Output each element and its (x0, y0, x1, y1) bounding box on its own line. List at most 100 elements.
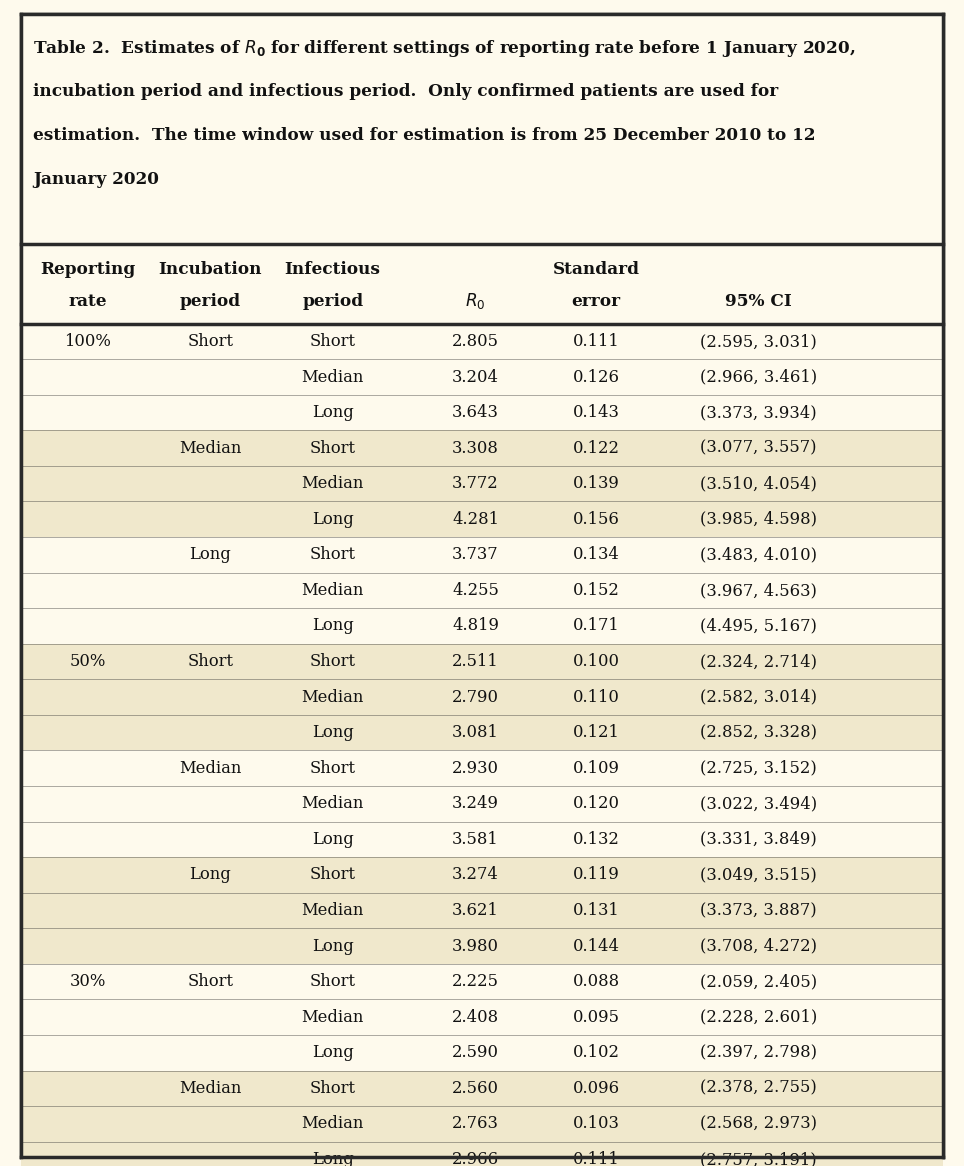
Bar (21, 245, 943, 324)
Bar (21, 644, 943, 680)
Text: Long: Long (311, 1045, 354, 1061)
Text: (3.331, 3.849): (3.331, 3.849) (700, 831, 817, 848)
Bar (21, 928, 943, 964)
Text: Infectious: Infectious (284, 261, 381, 279)
Text: 3.081: 3.081 (452, 724, 499, 742)
Text: 0.143: 0.143 (573, 405, 620, 421)
Bar (21, 324, 943, 359)
Text: Short: Short (187, 333, 233, 350)
Text: Median: Median (302, 902, 363, 919)
Text: 0.088: 0.088 (573, 974, 620, 990)
Bar (21, 466, 943, 501)
Text: 0.111: 0.111 (573, 333, 620, 350)
Text: 0.139: 0.139 (573, 476, 620, 492)
Bar (21, 1070, 943, 1107)
Text: Short: Short (309, 440, 356, 457)
Text: Short: Short (309, 547, 356, 563)
Text: 0.144: 0.144 (573, 937, 620, 955)
Text: rate: rate (68, 293, 107, 310)
Text: 0.111: 0.111 (573, 1151, 620, 1166)
Text: 0.100: 0.100 (573, 653, 620, 670)
Text: (4.495, 5.167): (4.495, 5.167) (700, 618, 817, 634)
Bar (21, 14, 943, 245)
Text: Short: Short (309, 866, 356, 884)
Text: 3.581: 3.581 (452, 831, 499, 848)
Text: 50%: 50% (69, 653, 106, 670)
Text: 2.805: 2.805 (452, 333, 499, 350)
Text: 0.103: 0.103 (573, 1116, 620, 1132)
Text: (3.022, 3.494): (3.022, 3.494) (700, 795, 817, 813)
Text: (3.967, 4.563): (3.967, 4.563) (700, 582, 817, 599)
Bar (21, 1035, 943, 1070)
Text: 100%: 100% (65, 333, 111, 350)
Text: 95% CI: 95% CI (725, 293, 791, 310)
Text: 4.281: 4.281 (452, 511, 499, 528)
Bar (21, 359, 943, 395)
Text: (3.708, 4.272): (3.708, 4.272) (700, 937, 817, 955)
Text: (2.324, 2.714): (2.324, 2.714) (700, 653, 817, 670)
Text: (3.985, 4.598): (3.985, 4.598) (700, 511, 817, 528)
Text: January 2020: January 2020 (33, 171, 159, 188)
Bar (21, 1142, 943, 1166)
Bar (21, 999, 943, 1035)
Text: Median: Median (302, 689, 363, 705)
Text: 0.102: 0.102 (573, 1045, 620, 1061)
Text: Table 2.  Estimates of $\mathbf{\mathit{R}_{0}}$ for different settings of repor: Table 2. Estimates of $\mathbf{\mathit{R… (33, 38, 855, 59)
Text: (2.228, 2.601): (2.228, 2.601) (700, 1009, 817, 1026)
Text: Long: Long (311, 1151, 354, 1166)
Text: Incubation: Incubation (158, 261, 262, 279)
Text: 3.204: 3.204 (452, 368, 499, 386)
Text: Median: Median (179, 760, 241, 777)
Text: Short: Short (309, 974, 356, 990)
Text: 4.255: 4.255 (452, 582, 499, 599)
Text: $R_0$: $R_0$ (466, 292, 486, 311)
Text: estimation.  The time window used for estimation is from 25 December 2010 to 12: estimation. The time window used for est… (33, 127, 816, 143)
Text: Median: Median (302, 1009, 363, 1026)
Text: Long: Long (311, 831, 354, 848)
Text: (2.757, 3.191): (2.757, 3.191) (700, 1151, 817, 1166)
Text: (2.595, 3.031): (2.595, 3.031) (700, 333, 817, 350)
Text: Long: Long (189, 547, 231, 563)
Bar (21, 680, 943, 715)
Text: Short: Short (187, 653, 233, 670)
Text: 2.966: 2.966 (452, 1151, 499, 1166)
Text: Median: Median (302, 476, 363, 492)
Text: Short: Short (309, 333, 356, 350)
Text: 0.095: 0.095 (573, 1009, 620, 1026)
Text: 2.408: 2.408 (452, 1009, 499, 1026)
Text: 2.763: 2.763 (452, 1116, 499, 1132)
Bar (21, 893, 943, 928)
Text: Long: Long (311, 618, 354, 634)
Text: (2.397, 2.798): (2.397, 2.798) (700, 1045, 817, 1061)
Text: (2.582, 3.014): (2.582, 3.014) (700, 689, 817, 705)
Bar (21, 538, 943, 573)
Text: Long: Long (311, 405, 354, 421)
Text: 0.134: 0.134 (573, 547, 620, 563)
Bar (21, 1107, 943, 1142)
Text: 0.121: 0.121 (573, 724, 620, 742)
Text: (3.373, 3.934): (3.373, 3.934) (700, 405, 817, 421)
Text: 2.590: 2.590 (452, 1045, 499, 1061)
Text: (2.568, 2.973): (2.568, 2.973) (700, 1116, 817, 1132)
Text: Reporting: Reporting (40, 261, 135, 279)
Text: Long: Long (311, 511, 354, 528)
Text: incubation period and infectious period.  Only confirmed patients are used for: incubation period and infectious period.… (33, 83, 778, 99)
Text: period: period (302, 293, 363, 310)
Text: 0.152: 0.152 (573, 582, 620, 599)
Bar (21, 822, 943, 857)
Text: Short: Short (309, 1080, 356, 1097)
Text: Long: Long (311, 937, 354, 955)
Text: 0.126: 0.126 (573, 368, 620, 386)
Text: (2.852, 3.328): (2.852, 3.328) (700, 724, 817, 742)
Text: Standard: Standard (552, 261, 640, 279)
Text: 3.274: 3.274 (452, 866, 499, 884)
Text: (2.059, 2.405): (2.059, 2.405) (700, 974, 817, 990)
Text: 0.120: 0.120 (573, 795, 620, 813)
Text: 2.930: 2.930 (452, 760, 499, 777)
Bar (21, 573, 943, 609)
Text: 2.225: 2.225 (452, 974, 499, 990)
Text: 3.308: 3.308 (452, 440, 499, 457)
Text: 0.132: 0.132 (573, 831, 620, 848)
Text: 2.560: 2.560 (452, 1080, 499, 1097)
Text: 2.790: 2.790 (452, 689, 499, 705)
